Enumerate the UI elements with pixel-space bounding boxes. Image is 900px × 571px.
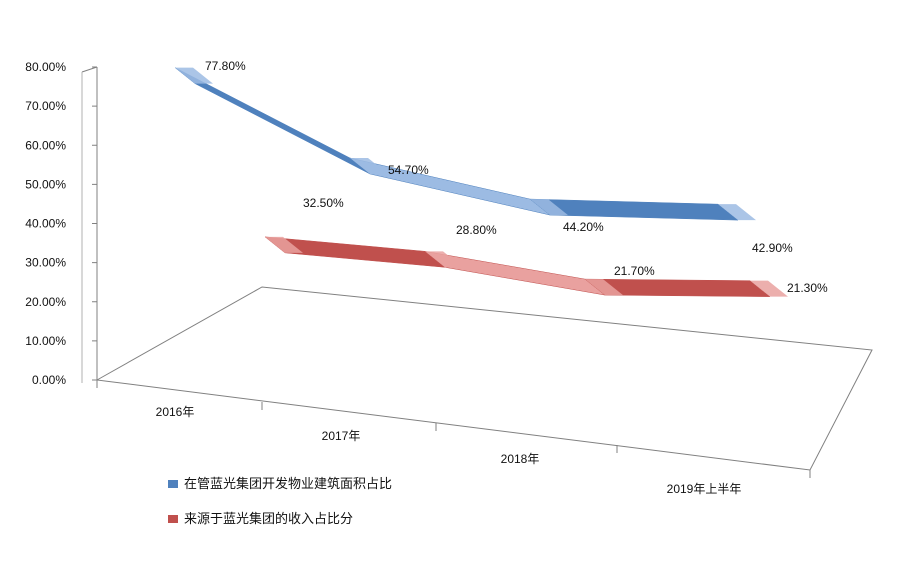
chart-axes [81, 66, 873, 478]
ribbon-segment [349, 157, 551, 216]
ribbon-joint [350, 157, 388, 174]
y-tick-label: 20.00% [25, 295, 66, 309]
y-tick-label: 70.00% [25, 99, 66, 113]
data-label: 54.70% [388, 163, 429, 177]
chart-series-group [174, 67, 788, 297]
legend-swatch [168, 480, 178, 488]
legend-label: 来源于蓝光集团的收入占比分 [184, 511, 353, 526]
y-axis-back-edge [81, 66, 98, 73]
data-label: 21.30% [787, 281, 828, 295]
y-tick-label: 60.00% [25, 138, 66, 152]
y-tick-label: 0.00% [32, 373, 66, 387]
data-label: 32.50% [303, 196, 344, 210]
series-ribbon [174, 67, 756, 221]
data-label: 44.20% [563, 220, 604, 234]
y-tick-label: 30.00% [25, 256, 66, 270]
ribbon-joint [750, 280, 788, 297]
ribbon-joint [530, 199, 568, 216]
data-label: 42.90% [752, 241, 793, 255]
x-category-label: 2018年 [501, 452, 540, 466]
ribbon-joint [175, 67, 213, 84]
ribbon-joint [265, 236, 303, 253]
data-label: 77.80% [205, 59, 246, 73]
series-ribbon [264, 236, 788, 297]
ribbon-segment [529, 198, 739, 221]
y-axis-tick-labels: 0.00% 10.00% 20.00% 30.00% 40.00% 50.00% 60.00… [25, 60, 66, 387]
y-tick-label: 80.00% [25, 60, 66, 74]
data-labels: 32.50% 28.80% 21.70% 21.30% 77.80% 54.70% 44.2… [205, 59, 828, 295]
ribbon-segment [424, 251, 606, 296]
legend-label: 在管蓝光集团开发物业建筑面积占比 [184, 476, 392, 491]
y-tick-label: 50.00% [25, 177, 66, 191]
x-axis-category-labels: 2016年 2017年 2018年 2019年上半年 [156, 405, 742, 496]
legend-swatch [168, 515, 178, 523]
x-category-label: 2016年 [156, 405, 195, 419]
ribbon-joint [425, 251, 463, 268]
data-label: 28.80% [456, 223, 497, 237]
ribbon-joint [585, 279, 623, 296]
floor-plane [95, 286, 873, 471]
x-category-label: 2019年上半年 [667, 482, 742, 496]
x-category-label: 2017年 [322, 429, 361, 443]
data-label: 21.70% [614, 264, 655, 278]
y-tick-label: 40.00% [25, 217, 66, 231]
y-tick-label: 10.00% [25, 334, 66, 348]
ribbon-joint [718, 204, 756, 221]
